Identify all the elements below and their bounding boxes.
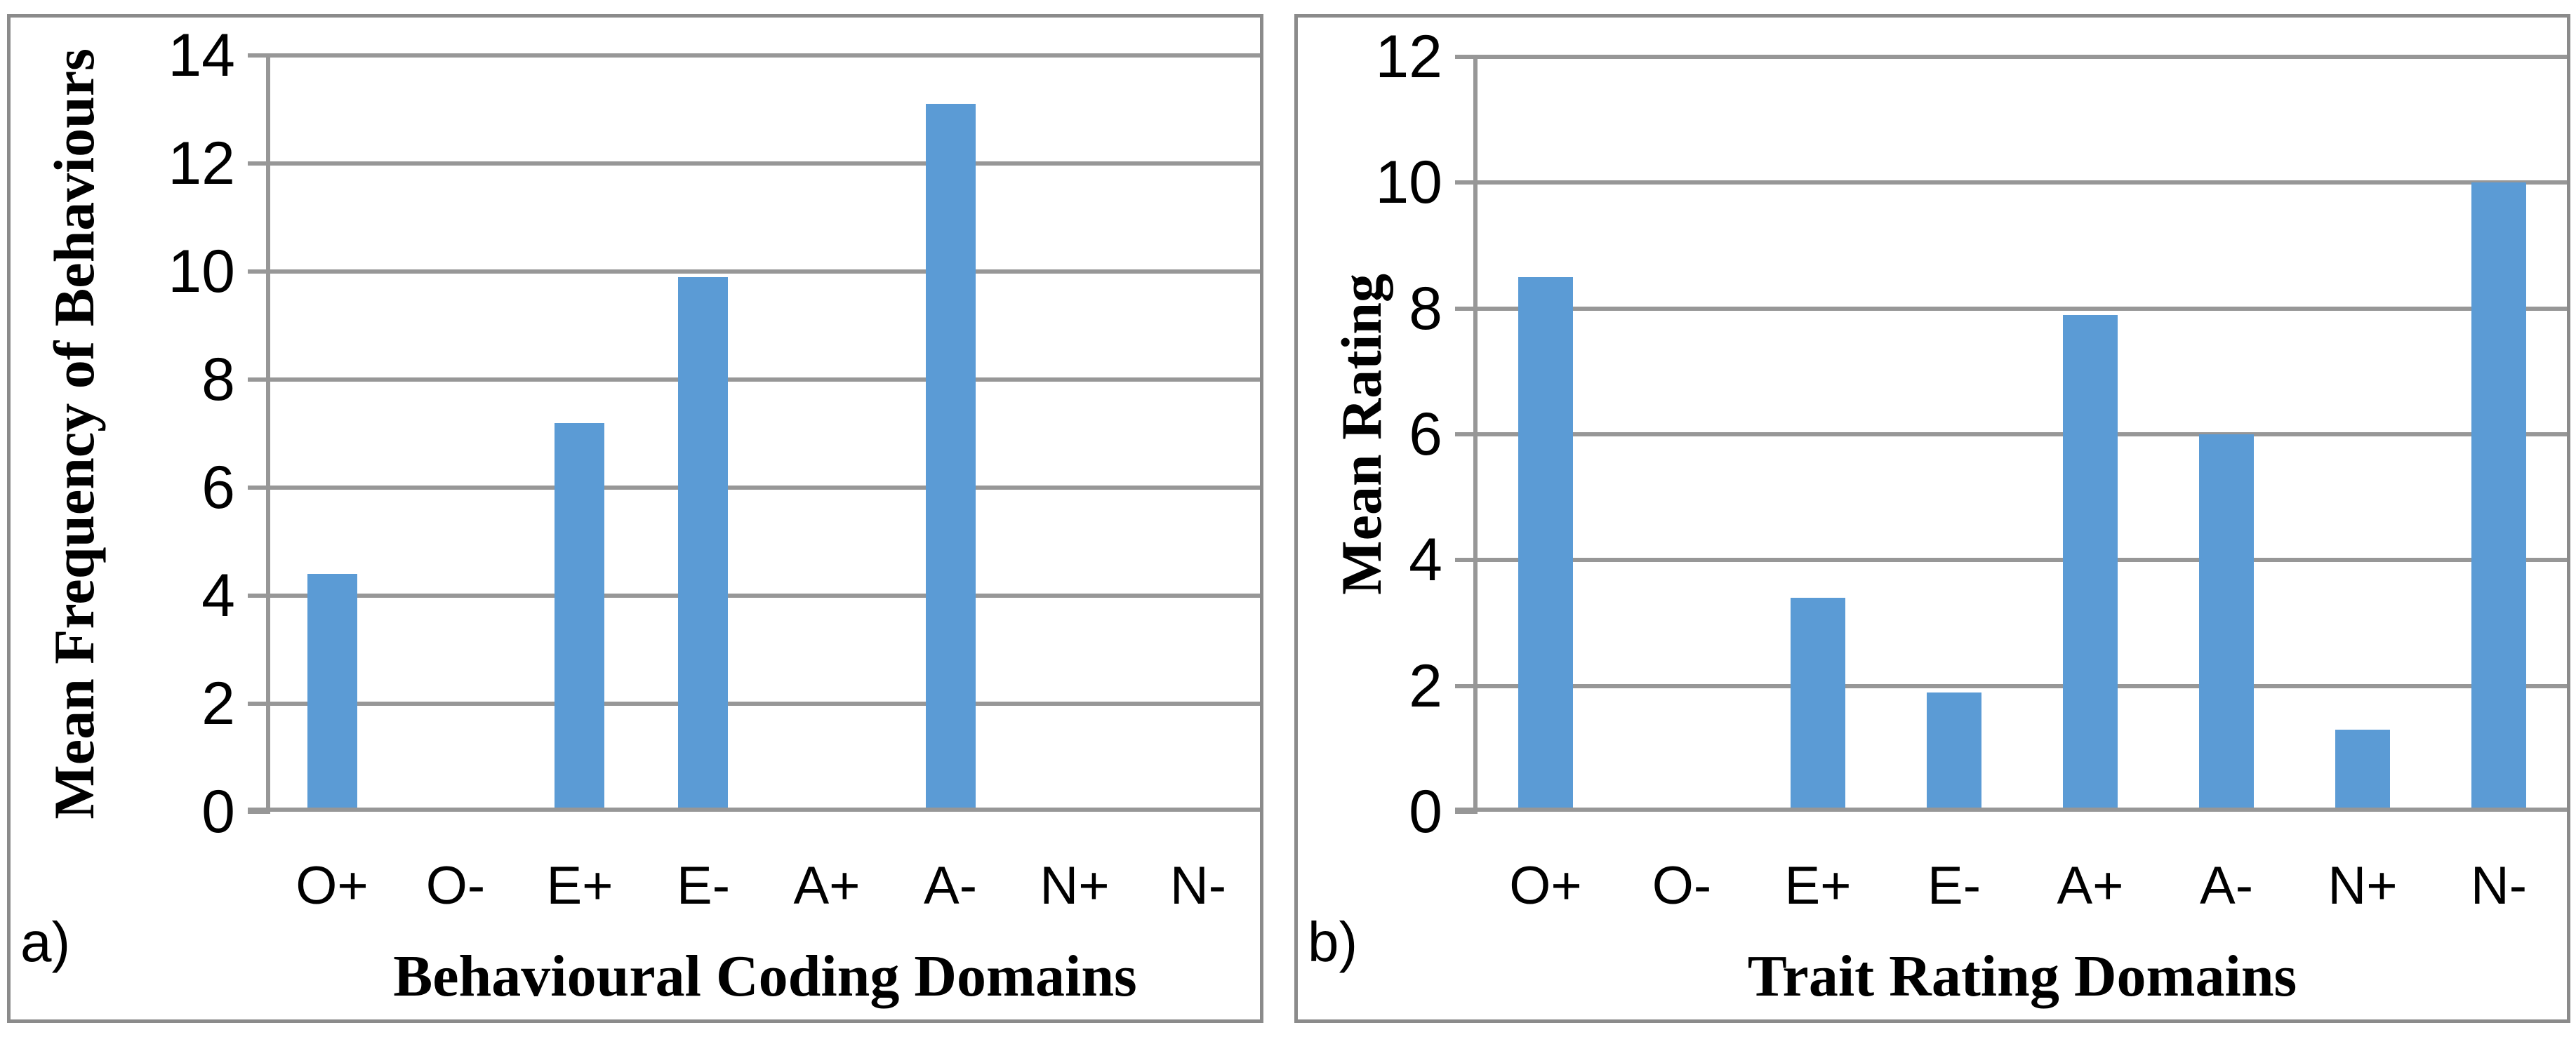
y-tick-label-2: 2: [201, 670, 235, 737]
gridline-y4: [1478, 558, 2567, 563]
gridline-y14: [270, 53, 1260, 58]
gridline-y2: [1478, 683, 2567, 688]
x-tick-label-O+: O+: [296, 856, 369, 916]
y-tick-14: [248, 53, 270, 58]
x-axis-line: [248, 808, 1260, 812]
bar-N+: [2335, 730, 2390, 808]
y-tick-label-10: 10: [168, 238, 235, 305]
y-tick-label-6: 6: [1409, 401, 1442, 468]
x-tick-label-A+: A+: [2057, 856, 2124, 916]
x-tick-label-N-: N-: [2470, 856, 2528, 916]
y-tick-10: [1455, 180, 1478, 185]
y-tick-2: [248, 702, 270, 706]
x-tick-label-O-: O-: [425, 856, 486, 916]
y-tick-label-8: 8: [1409, 274, 1442, 342]
y-tick-12: [248, 161, 270, 166]
y-tick-label-6: 6: [201, 454, 235, 521]
bar-O+: [1518, 276, 1573, 808]
gridline-y2: [270, 702, 1260, 706]
bar-E+: [1791, 598, 1845, 808]
y-tick-label-8: 8: [201, 346, 235, 413]
gridline-y8: [270, 377, 1260, 382]
gridline-y12: [270, 161, 1260, 166]
gridline-y6: [270, 486, 1260, 490]
x-tick-label-A+: A+: [793, 856, 861, 916]
x-tick-label-A-: A-: [2200, 856, 2253, 916]
panel-b: Mean Rating O+ O- E+ E- A+ A- N+ N- Trait Ratin…: [1294, 14, 2570, 1023]
x-tick-label-E-: E-: [677, 856, 730, 916]
gridline-y12: [1478, 55, 2567, 59]
y-tick-label-2: 2: [1409, 652, 1442, 720]
x-tick-label-O-: O-: [1652, 856, 1712, 916]
panel-label-b: b): [1308, 911, 1358, 973]
plot-area-a: O+ O- E+ E- A+ A- N+ N-: [248, 53, 1260, 916]
bar-E-: [1927, 692, 1981, 808]
y-tick-10: [248, 269, 270, 274]
y-tick-label-10: 10: [1375, 149, 1442, 217]
x-tick-label-E-: E-: [1927, 856, 1981, 916]
panel-label-a: a): [20, 911, 71, 973]
y-tick-label-4: 4: [1409, 526, 1442, 594]
y-tick-12: [1455, 55, 1478, 59]
y-tick-0: [1455, 810, 1478, 814]
gridline-y10: [1478, 180, 2567, 185]
y-axis-line: [266, 55, 270, 814]
bar-A-: [926, 104, 976, 808]
bar-E-: [678, 276, 728, 808]
x-tick-label-N-: N-: [1169, 856, 1227, 916]
gridline-y4: [270, 594, 1260, 598]
y-tick-4: [248, 594, 270, 598]
x-axis-title-a: Behavioural Coding Domains: [393, 944, 1137, 1009]
x-tick-label-E+: E+: [1784, 856, 1852, 916]
y-tick-6: [248, 486, 270, 490]
y-tick-label-0: 0: [1409, 778, 1442, 845]
y-tick-8: [1455, 306, 1478, 311]
x-tick-label-N+: N+: [1040, 856, 1110, 916]
gridline-y8: [1478, 306, 2567, 311]
x-tick-label-O+: O+: [1509, 856, 1582, 916]
x-axis-title-b: Trait Rating Domains: [1747, 944, 2297, 1009]
y-tick-label-14: 14: [168, 22, 235, 89]
y-tick-label-12: 12: [1375, 23, 1442, 91]
bar-A+: [2063, 314, 2118, 808]
y-tick-0: [248, 810, 270, 814]
x-tick-label-N+: N+: [2328, 856, 2398, 916]
y-tick-label-4: 4: [201, 562, 235, 629]
y-tick-8: [248, 377, 270, 382]
y-tick-4: [1455, 558, 1478, 563]
bar-A-: [2199, 434, 2254, 808]
bar-N-: [2471, 182, 2526, 808]
panel-a: Mean Frequency of Behaviours O+ O- E+ E- A+ A…: [7, 14, 1263, 1023]
bar-E+: [555, 422, 604, 808]
x-tick-label-E+: E+: [546, 856, 613, 916]
x-axis-line: [1455, 808, 2567, 812]
bar-O+: [307, 574, 357, 808]
plot-area-b: O+ O- E+ E- A+ A- N+ N-: [1455, 55, 2567, 916]
y-tick-label-12: 12: [168, 130, 235, 197]
x-tick-label-A-: A-: [924, 856, 977, 916]
gridline-y6: [1478, 432, 2567, 436]
y-tick-label-0: 0: [201, 778, 235, 845]
y-tick-2: [1455, 683, 1478, 688]
y-tick-6: [1455, 432, 1478, 436]
gridline-y10: [270, 269, 1260, 274]
